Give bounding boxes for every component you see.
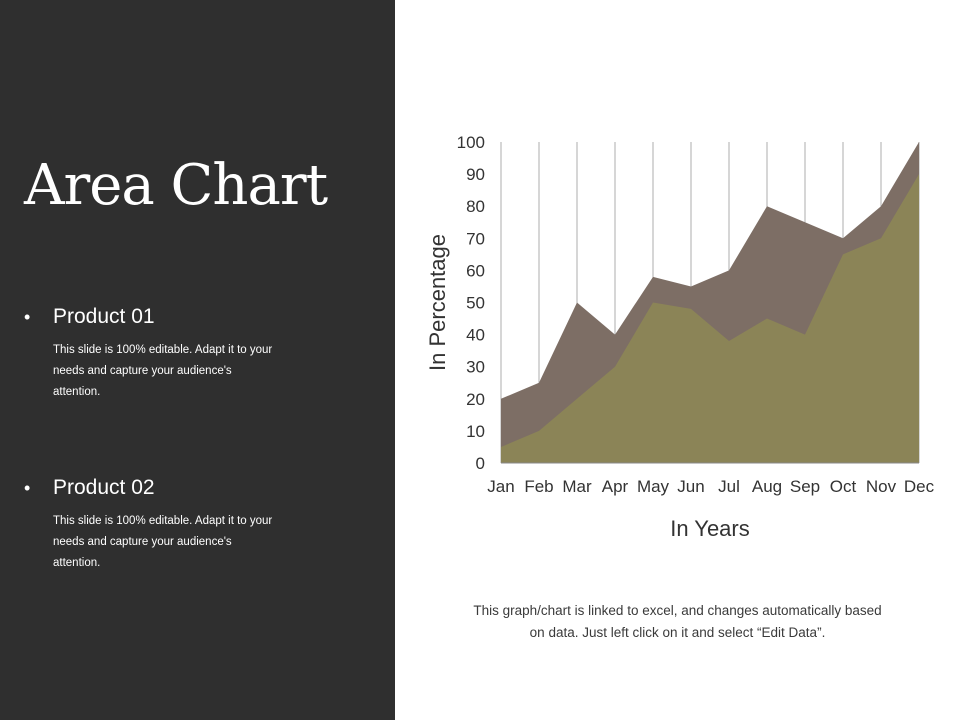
product-heading: • Product 02 (24, 475, 354, 501)
product-item: • Product 02 This slide is 100% editable… (24, 475, 354, 574)
y-tick-label: 100 (457, 133, 485, 152)
y-tick-label: 60 (466, 261, 485, 280)
y-tick-label: 0 (476, 454, 485, 473)
left-panel: Area Chart • Product 01 This slide is 10… (0, 0, 395, 720)
x-tick-label: Nov (866, 477, 897, 496)
x-tick-label: Jan (487, 477, 514, 496)
x-tick-label: Jul (718, 477, 740, 496)
x-tick-label: Dec (904, 477, 935, 496)
x-tick-label: Feb (524, 477, 553, 496)
product-heading: • Product 01 (24, 304, 354, 330)
bullet-icon: • (24, 478, 31, 498)
product-item: • Product 01 This slide is 100% editable… (24, 304, 354, 403)
x-tick-label: Oct (830, 477, 857, 496)
area-chart[interactable]: 0 10 20 30 40 50 60 70 80 90 100 Jan Feb Mar Apr May Jun… (410, 120, 950, 560)
product-description: This slide is 100% editable. Adapt it to… (53, 515, 273, 569)
y-tick-label: 50 (466, 294, 485, 313)
x-tick-label: Apr (602, 477, 629, 496)
bullet-icon: • (24, 307, 31, 327)
product-description: This slide is 100% editable. Adapt it to… (53, 344, 273, 398)
y-tick-label: 10 (466, 422, 485, 441)
x-tick-label: Sep (790, 477, 820, 496)
product-label: Product 01 (53, 305, 155, 328)
slide-title: Area Chart (24, 153, 328, 218)
y-tick-label: 30 (466, 358, 485, 377)
x-tick-label: Jun (677, 477, 704, 496)
x-axis-title: In Years (670, 516, 750, 541)
y-tick-label: 90 (466, 165, 485, 184)
product-label: Product 02 (53, 476, 155, 499)
x-tick-label: Aug (752, 477, 782, 496)
y-tick-label: 20 (466, 390, 485, 409)
series-2-area[interactable] (501, 174, 919, 463)
y-axis-title: In Percentage (425, 234, 450, 371)
chart-footnote: This graph/chart is linked to excel, and… (473, 602, 882, 640)
x-tick-label: May (637, 477, 670, 496)
y-tick-label: 40 (466, 326, 485, 345)
y-tick-label: 80 (466, 197, 485, 216)
y-tick-label: 70 (466, 229, 485, 248)
x-tick-label: Mar (562, 477, 592, 496)
